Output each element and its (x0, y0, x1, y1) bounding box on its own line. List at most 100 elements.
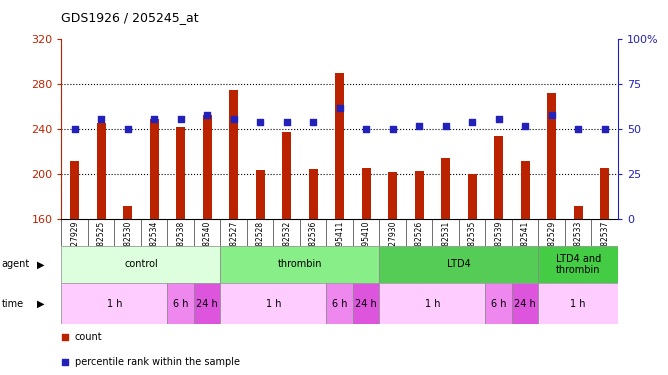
Bar (70, 161, 79, 219)
Point (493, 116, 504, 122)
Bar (220, 283, 327, 324)
Text: 24 h: 24 h (514, 299, 536, 309)
Text: GSM82529: GSM82529 (547, 220, 556, 262)
Bar (468, 174, 477, 219)
Bar (600, 168, 609, 219)
Text: agent: agent (1, 260, 29, 269)
Point (387, 126, 398, 132)
Point (520, 123, 530, 129)
Bar (547, 93, 556, 219)
Text: GSM82538: GSM82538 (176, 220, 185, 262)
Point (253, 232, 264, 238)
Bar (150, 119, 159, 219)
Text: control: control (124, 260, 158, 269)
Text: time: time (1, 299, 23, 309)
Bar (538, 283, 618, 324)
Text: percentile rank within the sample: percentile rank within the sample (75, 357, 240, 368)
Bar (61, 283, 168, 324)
Text: GSM82528: GSM82528 (256, 220, 265, 262)
Text: GSM82527: GSM82527 (229, 220, 238, 262)
Text: GSM82530: GSM82530 (123, 220, 132, 262)
Text: GSM82533: GSM82533 (574, 220, 582, 262)
Bar (97, 123, 106, 219)
Text: GSM82532: GSM82532 (282, 220, 291, 262)
Bar (61, 246, 220, 283)
Text: 1 h: 1 h (570, 299, 586, 309)
Text: thrombin: thrombin (278, 260, 322, 269)
Bar (123, 206, 132, 219)
Bar (282, 132, 291, 219)
Point (440, 123, 451, 129)
Text: count: count (75, 332, 102, 342)
Text: LTD4 and
thrombin: LTD4 and thrombin (556, 254, 601, 275)
Bar (220, 246, 379, 283)
Bar (512, 283, 538, 324)
Point (69, 126, 80, 132)
Text: GSM82537: GSM82537 (600, 220, 609, 262)
Point (122, 126, 133, 132)
Point (175, 116, 186, 122)
Bar (194, 283, 220, 324)
Point (467, 119, 478, 125)
Text: GSM82526: GSM82526 (415, 220, 424, 262)
Point (255, 119, 266, 125)
Text: 6 h: 6 h (491, 299, 506, 309)
Text: GSM27930: GSM27930 (388, 220, 397, 262)
Point (546, 112, 557, 118)
Bar (441, 158, 450, 219)
Point (228, 116, 239, 122)
Text: GSM82539: GSM82539 (494, 220, 503, 262)
Bar (176, 127, 185, 219)
Bar (520, 161, 530, 219)
Point (253, 2, 264, 8)
Bar (335, 73, 344, 219)
Text: 24 h: 24 h (196, 299, 218, 309)
Text: ▶: ▶ (37, 299, 44, 309)
Point (149, 116, 160, 122)
Bar (415, 171, 424, 219)
Text: 24 h: 24 h (355, 299, 377, 309)
Text: GSM95411: GSM95411 (335, 220, 344, 262)
Point (572, 126, 583, 132)
Bar (168, 283, 194, 324)
Text: GSM82541: GSM82541 (520, 220, 530, 262)
Text: GSM82540: GSM82540 (202, 220, 212, 262)
Point (361, 126, 371, 132)
Bar (538, 246, 618, 283)
Text: GSM82525: GSM82525 (97, 220, 106, 262)
Text: GSM82535: GSM82535 (468, 220, 477, 262)
Bar (202, 115, 212, 219)
Text: LTD4: LTD4 (447, 260, 471, 269)
Text: GSM82531: GSM82531 (441, 220, 450, 262)
Text: GSM27929: GSM27929 (70, 220, 79, 262)
Point (599, 126, 610, 132)
Bar (379, 283, 486, 324)
Bar (256, 170, 265, 219)
Text: 6 h: 6 h (173, 299, 188, 309)
Bar (494, 136, 503, 219)
Bar (361, 168, 371, 219)
Bar (574, 206, 582, 219)
Text: 6 h: 6 h (332, 299, 347, 309)
Bar (388, 172, 397, 219)
Point (335, 105, 345, 111)
Text: GSM95410: GSM95410 (361, 220, 371, 262)
Text: 1 h: 1 h (425, 299, 440, 309)
Bar (486, 283, 512, 324)
Text: ▶: ▶ (37, 260, 44, 269)
Bar (379, 246, 538, 283)
Text: GDS1926 / 205245_at: GDS1926 / 205245_at (61, 11, 199, 24)
Bar (229, 90, 238, 219)
Text: GSM82536: GSM82536 (309, 220, 318, 262)
Bar (309, 169, 318, 219)
Text: 1 h: 1 h (107, 299, 122, 309)
Point (96, 116, 107, 122)
Point (202, 112, 212, 118)
Text: 1 h: 1 h (266, 299, 281, 309)
Bar (353, 283, 379, 324)
Text: GSM82534: GSM82534 (150, 220, 159, 262)
Bar (327, 283, 353, 324)
Point (413, 123, 425, 129)
Point (281, 119, 292, 125)
Point (308, 119, 319, 125)
